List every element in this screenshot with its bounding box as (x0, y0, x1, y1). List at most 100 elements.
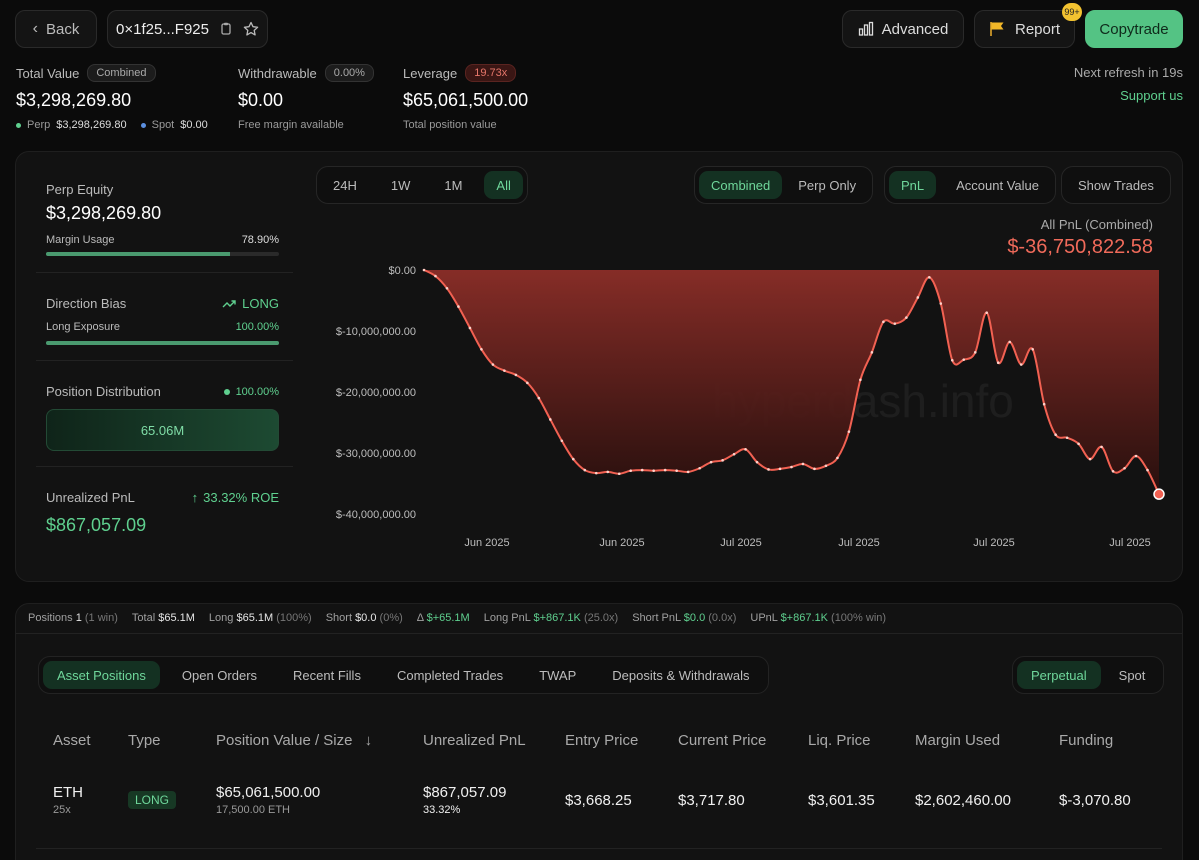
leverage-sub: Total position value (403, 119, 497, 131)
y-tick-label: $-10,000,000.00 (336, 326, 416, 338)
col-type[interactable]: Type (128, 732, 161, 749)
leverage-value: $65,061,500.00 (403, 90, 529, 110)
pnl-point (1123, 466, 1126, 470)
spot-label: Spot (151, 119, 175, 131)
pnl-point (744, 448, 747, 451)
pnl-point (755, 460, 759, 464)
pnl-point (675, 469, 678, 472)
col-current-price[interactable]: Current Price (678, 732, 767, 749)
col-asset[interactable]: Asset (53, 732, 91, 749)
range-1w[interactable]: 1W (390, 177, 411, 193)
pnl-point (1077, 442, 1080, 446)
pnl-point (526, 381, 529, 385)
pnl-point (468, 326, 472, 330)
tab-perpetual[interactable]: Perpetual (1017, 661, 1101, 689)
range-all[interactable]: All (484, 171, 523, 199)
scope-combined[interactable]: Combined (699, 171, 783, 199)
scope-perp-only[interactable]: Perp Only (798, 177, 857, 193)
perp-dot-icon (16, 122, 21, 128)
tab-completed-trades[interactable]: Completed Trades (396, 667, 504, 683)
pnl-point (767, 468, 770, 471)
pnl-point (801, 462, 805, 466)
stat-long-pnl-value: $+867.1K (533, 612, 581, 624)
stat-long-pnl-label: Long PnL (483, 612, 531, 624)
pnl-point (962, 358, 966, 361)
pnl-point (973, 351, 977, 354)
x-tick-label: Jul 2025 (1109, 537, 1151, 549)
positions-tabs: Asset Positions Open Orders Recent Fills… (38, 656, 769, 694)
stat-upnl-value: $+867.1K (780, 612, 828, 624)
stat-short-pnl-label: Short PnL (632, 612, 681, 624)
pnl-point (905, 316, 908, 319)
stat-upnl-note: (100% win) (831, 612, 887, 624)
distribution-dot-icon (223, 388, 230, 395)
long-exposure-label: Long Exposure (46, 321, 120, 333)
pnl-point (606, 470, 610, 474)
col-liq-price[interactable]: Liq. Price (808, 732, 871, 749)
pnl-point (1054, 433, 1057, 436)
withdrawable-block: Withdrawable 0.00% $0.00 Free margin ava… (238, 64, 374, 131)
perp-label: Perp (27, 119, 51, 131)
pnl-chart[interactable]: hyperdash.info $0.00$-10,000,000.00$-20,… (310, 255, 1180, 555)
x-tick-label: Jul 2025 (838, 537, 880, 549)
col-unrealized-pnl[interactable]: Unrealized PnL (423, 732, 526, 749)
range-24h[interactable]: 24H (333, 177, 357, 193)
tab-twap[interactable]: TWAP (539, 667, 577, 683)
back-button[interactable]: ‹ Back (15, 10, 97, 48)
copy-icon[interactable] (219, 22, 233, 36)
copytrade-button[interactable]: Copytrade (1085, 10, 1183, 48)
col-entry-price[interactable]: Entry Price (565, 732, 639, 749)
market-tabs: Perpetual Spot (1012, 656, 1165, 694)
stat-long-note: (100%) (276, 612, 312, 624)
metric-pnl[interactable]: PnL (889, 171, 937, 199)
perp-value: $3,298,269.80 (56, 119, 127, 131)
address-chip: 0×1f25...F925 (107, 10, 268, 48)
col-margin-used[interactable]: Margin Used (915, 732, 1001, 749)
direction-value: LONG (242, 296, 279, 311)
pnl-point (491, 363, 495, 366)
leverage-label: Leverage (403, 65, 458, 81)
pnl-point (445, 287, 449, 290)
margin-usage-fill (46, 252, 230, 256)
pnl-point (560, 439, 564, 443)
tab-deposits-withdrawals[interactable]: Deposits & Withdrawals (612, 667, 750, 683)
pnl-point (1042, 402, 1046, 406)
tab-open-orders[interactable]: Open Orders (181, 667, 258, 683)
stat-long-label: Long (208, 612, 234, 624)
star-icon[interactable] (243, 21, 259, 37)
metric-account-value[interactable]: Account Value (956, 177, 1040, 193)
withdrawable-value: $0.00 (238, 90, 284, 110)
tab-spot[interactable]: Spot (1118, 667, 1146, 683)
positions-stats: Positions 1 (1 win) Total $65.1M Long $6… (28, 612, 886, 624)
next-refresh: Next refresh in 19s (1073, 65, 1183, 80)
stat-delta-value: $+65.1M (426, 612, 470, 624)
pnl-point (422, 268, 426, 272)
pnl-point (1031, 348, 1034, 351)
pnl-point (859, 378, 862, 382)
report-button[interactable]: Report (974, 10, 1075, 48)
scope-selector: Combined Perp Only (694, 166, 874, 204)
spot-value: $0.00 (180, 119, 208, 131)
pnl-point (1019, 363, 1023, 366)
perp-equity-label: Perp Equity (46, 182, 114, 197)
support-link[interactable]: Support us (1120, 88, 1183, 103)
perp-equity-value: $3,298,269.80 (46, 203, 162, 223)
advanced-button[interactable]: Advanced (842, 10, 964, 48)
time-range-selector: 24H 1W 1M All (316, 166, 528, 204)
arrow-down-icon: ↓ (364, 732, 373, 749)
tab-recent-fills[interactable]: Recent Fills (293, 667, 361, 683)
pnl-point (950, 358, 954, 362)
tab-asset-positions[interactable]: Asset Positions (43, 661, 160, 689)
pnl-point (996, 361, 1000, 365)
total-value: $3,298,269.80 (16, 90, 132, 110)
distribution-block[interactable]: 65.06M (46, 409, 279, 451)
distribution-block-label: 65.06M (140, 422, 185, 438)
pnl-area (424, 270, 1159, 495)
show-trades-button[interactable]: Show Trades (1078, 177, 1154, 193)
divider (36, 466, 293, 467)
col-position-value[interactable]: Position Value / Size ↓ (216, 732, 372, 749)
range-1m[interactable]: 1M (444, 177, 463, 193)
col-funding[interactable]: Funding (1059, 732, 1114, 749)
stat-long-pnl-note: (25.0x) (583, 612, 619, 624)
trending-up-icon (222, 299, 236, 307)
